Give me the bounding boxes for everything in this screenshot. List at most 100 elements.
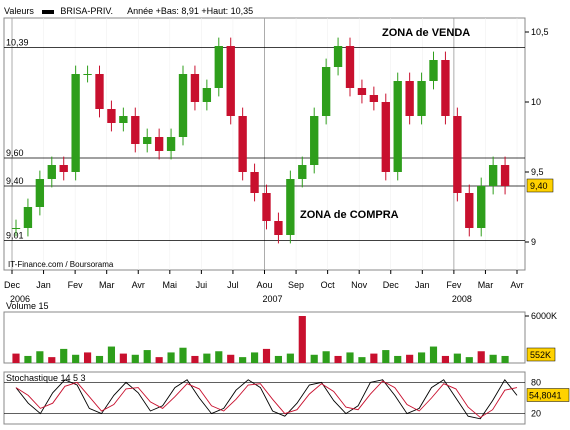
- candle-body: [238, 116, 247, 172]
- volume-bar: [417, 352, 426, 363]
- candle-body: [369, 95, 379, 102]
- stochastic-badge-label: 54,8041: [529, 391, 562, 401]
- volume-badge-label: 552K: [530, 350, 551, 360]
- candle-body: [477, 186, 486, 228]
- volume-bar: [322, 351, 330, 363]
- candle-body: [83, 74, 92, 75]
- volume-bar: [501, 355, 509, 363]
- month-label: Mar: [99, 280, 115, 290]
- candle-body: [71, 74, 80, 172]
- candle-body: [35, 179, 45, 207]
- volume-bar: [95, 355, 104, 363]
- volume-bar: [370, 353, 378, 363]
- volume-bar: [453, 353, 461, 363]
- candle-body: [59, 165, 68, 172]
- candle-body: [441, 60, 450, 116]
- sell-zone-annotation: ZONA de VENDA: [382, 27, 470, 39]
- volume-bar: [36, 351, 44, 363]
- candle-body: [202, 88, 212, 102]
- buy-zone-annotation: ZONA de COMPRA: [300, 209, 399, 221]
- volume-bar: [274, 355, 283, 363]
- volume-bar: [298, 316, 306, 363]
- candle-body: [405, 81, 414, 116]
- month-label: Aou: [256, 280, 272, 290]
- stochastic-badge: [526, 388, 570, 402]
- stochastic-y-tick-label: 20: [531, 409, 541, 419]
- candle-body: [119, 116, 128, 123]
- month-label: Oct: [321, 280, 336, 290]
- candle-body: [154, 137, 164, 151]
- volume-y-tick-label: 6000K: [531, 311, 557, 321]
- candle-body: [357, 88, 367, 95]
- volume-bar: [203, 353, 211, 363]
- price-y-tick-label: 9: [531, 237, 536, 247]
- candle-body: [429, 60, 438, 81]
- volume-bar: [155, 357, 163, 363]
- month-label: Mai: [163, 280, 178, 290]
- range-text: Année +Bas: 8,91 +Haut: 10,35: [127, 6, 254, 16]
- volume-bar: [358, 357, 366, 363]
- candle-body: [47, 165, 56, 179]
- volume-bar: [262, 348, 271, 363]
- values-label: Valeurs: [4, 6, 34, 16]
- volume-bar: [382, 350, 390, 363]
- candle-body: [310, 116, 319, 165]
- candle-body: [286, 179, 295, 235]
- candle-body: [417, 81, 426, 116]
- volume-bar: [477, 351, 485, 363]
- volume-bar: [465, 357, 473, 363]
- candle-body: [23, 207, 33, 228]
- volume-bar: [179, 347, 187, 363]
- candle-body: [333, 46, 343, 67]
- stochastic-d-line: [15, 380, 518, 419]
- candle-body: [131, 116, 140, 144]
- candle-body: [500, 165, 510, 186]
- volume-title: Volume 15: [6, 301, 49, 311]
- volume-bar: [227, 354, 235, 363]
- price-badge-label: 9,40: [530, 181, 548, 191]
- level-label: 9,01: [6, 231, 24, 241]
- candle-body: [250, 172, 259, 193]
- month-label: Dec: [4, 280, 21, 290]
- volume-bar: [250, 352, 259, 363]
- volume-bar: [346, 352, 354, 363]
- candle-body: [166, 137, 176, 151]
- month-label: Dec: [383, 280, 400, 290]
- level-label: 9,60: [6, 148, 24, 158]
- volume-bar: [429, 346, 438, 363]
- month-label: Mar: [478, 280, 494, 290]
- volume-bar: [131, 354, 139, 363]
- volume-bar: [72, 354, 80, 363]
- stochastic-y-tick-label: 80: [531, 377, 541, 387]
- chart-header: Valeurs BRISA-PRIV. Année +Bas: 8,91 +Ha…: [4, 4, 259, 18]
- year-label: 2006: [10, 294, 30, 304]
- price-y-tick-label: 9,5: [531, 167, 544, 177]
- stochastic-title: Stochastique 14 5 3: [6, 373, 86, 383]
- candle-body: [321, 67, 331, 116]
- volume-bar: [143, 350, 151, 363]
- volume-bar: [489, 354, 497, 363]
- volume-bar: [48, 357, 56, 363]
- volume-bar: [441, 355, 450, 363]
- volume-bar: [107, 346, 116, 363]
- series-legend: BRISA-PRIV.: [42, 6, 119, 16]
- legend-swatch: [42, 9, 55, 14]
- candle-body: [298, 165, 307, 179]
- candle-body: [274, 221, 283, 235]
- candle-body: [11, 228, 21, 229]
- stochastic-panel: [3, 371, 526, 425]
- price-y-tick-label: 10,5: [531, 27, 549, 37]
- candle-body: [214, 46, 223, 88]
- year-label: 2007: [263, 294, 283, 304]
- candle-body: [453, 116, 462, 193]
- volume-bar: [286, 353, 294, 363]
- candle-body: [190, 74, 200, 102]
- volume-bar: [191, 355, 199, 363]
- candle-body: [95, 74, 104, 109]
- month-label: Avr: [132, 280, 145, 290]
- volume-bar: [119, 353, 127, 363]
- price-y-tick-label: 10: [531, 97, 541, 107]
- month-label: Jul: [227, 280, 239, 290]
- volume-bar: [83, 352, 92, 363]
